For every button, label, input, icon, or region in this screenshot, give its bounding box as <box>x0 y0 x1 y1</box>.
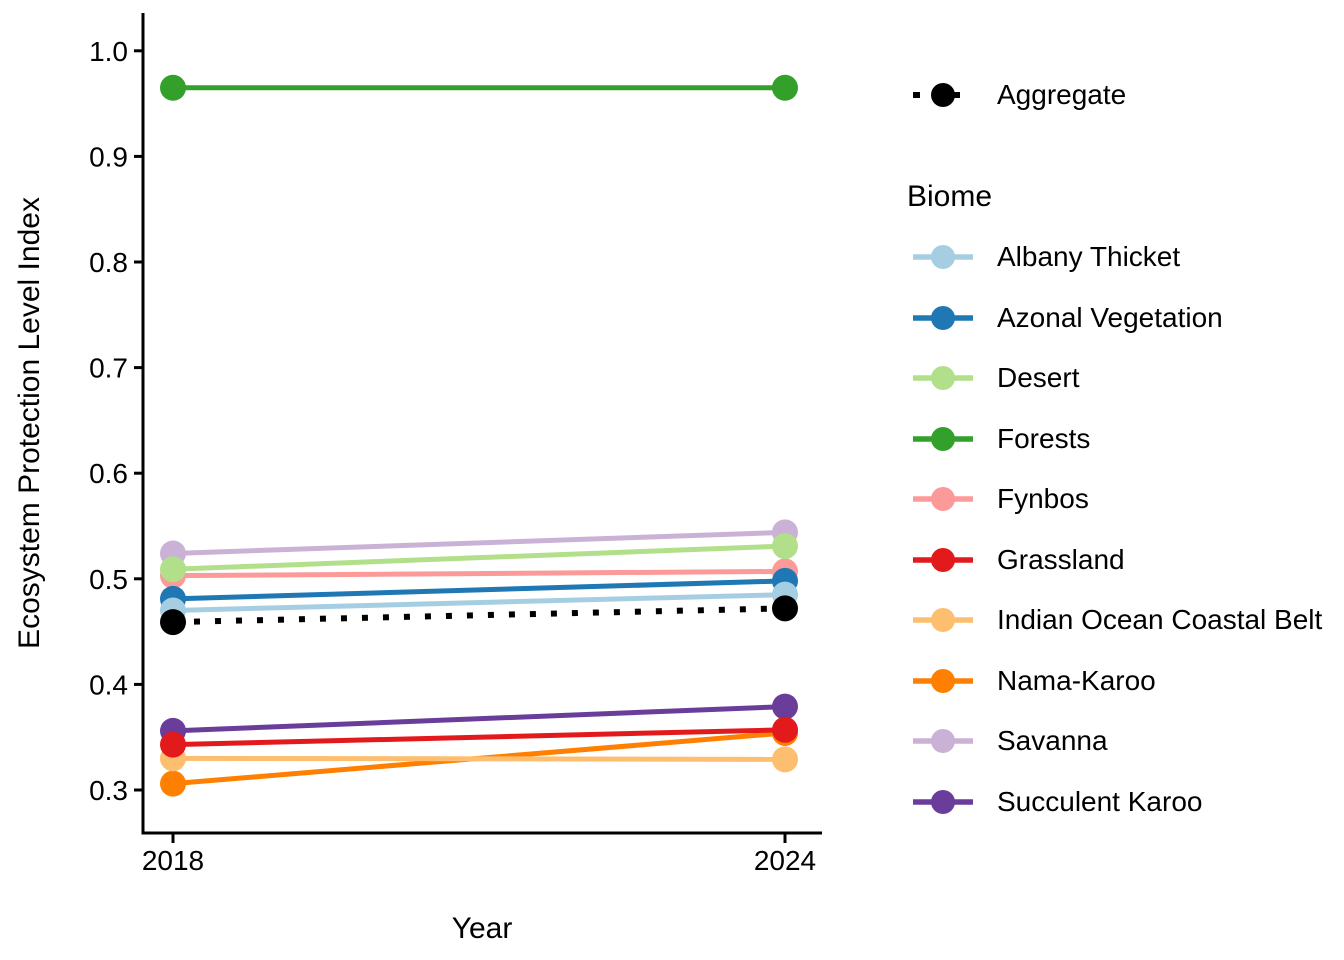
y-tick-label: 0.6 <box>89 458 128 489</box>
line-desert <box>172 543 786 572</box>
legend-item-fynbos: Fynbos <box>909 477 1089 521</box>
forests-key-icon <box>913 426 973 451</box>
legend-title-biome: Biome <box>907 180 993 213</box>
x-tick-label: 2018 <box>142 845 204 876</box>
aggregate-key-icon <box>913 83 973 107</box>
line-savanna <box>172 529 786 556</box>
albany-thicket-key-icon <box>913 245 973 269</box>
indian-ocean-coastal-belt-key-icon <box>913 608 973 632</box>
y-tick-label: 0.3 <box>89 775 128 806</box>
grassland-key-icon <box>913 547 973 572</box>
series-desert <box>160 533 798 583</box>
legend-label-aggregate: Aggregate <box>997 79 1127 110</box>
fynbos-key-icon <box>913 487 973 511</box>
series-grassland <box>160 716 798 758</box>
point-desert-2018 <box>160 556 186 583</box>
legend-item-savanna: Savanna <box>909 719 1108 763</box>
series-aggregate <box>160 595 798 636</box>
legend-label: Savanna <box>997 725 1108 756</box>
azonal-vegetation-key-icon <box>913 305 973 330</box>
line-grassland <box>172 727 786 748</box>
series-forests <box>160 74 798 101</box>
legend-label: Forests <box>997 422 1091 454</box>
y-tick-label: 0.8 <box>89 247 128 278</box>
legend-item-nama-karoo: Nama-Karoo <box>909 659 1156 703</box>
legend-label: Fynbos <box>997 483 1089 514</box>
legend-item-aggregate: Aggregate <box>909 73 1126 117</box>
legend-label: Grassland <box>997 543 1125 575</box>
legend-item-forests: Forests <box>909 417 1090 461</box>
point-aggregate-2018 <box>160 609 186 636</box>
point-nama-karoo-2018 <box>160 770 186 797</box>
point-indian-ocean-coastal-belt-2024 <box>772 746 798 773</box>
y-tick-label: 0.5 <box>89 564 128 595</box>
legend-item-grassland: Grassland <box>909 538 1125 582</box>
succulent-karoo-key-icon <box>913 789 973 814</box>
point-forests-2018 <box>160 74 186 101</box>
y-tick-label: 0.4 <box>89 669 128 700</box>
desert-key-icon <box>913 366 973 390</box>
legend-label: Albany Thicket <box>997 241 1181 272</box>
point-aggregate-2024 <box>772 595 798 622</box>
line-albany-thicket <box>172 592 786 613</box>
nama-karoo-key-icon <box>913 668 973 693</box>
x-axis-title: Year <box>451 912 513 945</box>
x-tick-label: 2024 <box>754 845 816 876</box>
y-tick-label: 0.9 <box>89 141 128 172</box>
legend-label: Indian Ocean Coastal Belt <box>997 604 1323 635</box>
savanna-key-icon <box>913 729 973 753</box>
legend-item-succulent-karoo: Succulent Karoo <box>909 780 1202 824</box>
line-fynbos <box>172 568 786 579</box>
point-grassland-2018 <box>160 731 186 758</box>
point-forests-2024 <box>772 74 798 101</box>
point-succulent-karoo-2024 <box>772 693 798 720</box>
y-tick-label: 0.7 <box>89 353 128 384</box>
legend-label: Azonal Vegetation <box>997 301 1223 333</box>
point-desert-2024 <box>772 533 798 560</box>
line-azonal-vegetation <box>172 578 786 602</box>
point-grassland-2024 <box>772 716 798 743</box>
legend-label: Succulent Karoo <box>997 785 1203 817</box>
line-succulent-karoo <box>172 704 786 734</box>
y-tick-label: 1.0 <box>89 36 128 67</box>
legend-label: Nama-Karoo <box>997 664 1156 696</box>
line-indian-ocean-coastal-belt <box>172 755 786 762</box>
legend-item-desert: Desert <box>909 356 1079 400</box>
legend-label: Desert <box>997 362 1080 393</box>
legend-item-indian-ocean-coastal-belt: Indian Ocean Coastal Belt <box>909 598 1322 642</box>
legend-item-albany-thicket: Albany Thicket <box>909 235 1180 279</box>
legend-item-azonal-vegetation: Azonal Vegetation <box>909 296 1223 340</box>
